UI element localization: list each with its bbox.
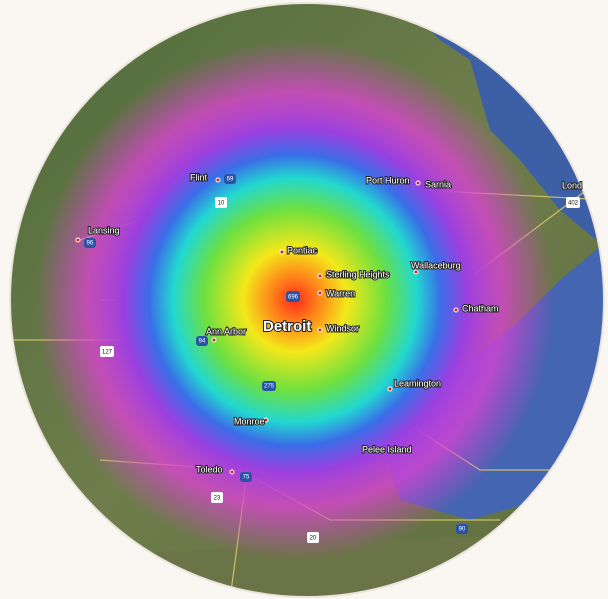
place-label: Monroe <box>234 416 265 426</box>
place-label: Lond <box>562 180 582 190</box>
highway-shield: 10 <box>218 201 225 207</box>
highway-shield: 402 <box>568 201 579 207</box>
highway-shield: 127 <box>102 350 113 356</box>
place-label: Chatham <box>462 303 499 313</box>
place-label: Warren <box>326 288 355 298</box>
place-label: Lansing <box>88 225 120 235</box>
highway-shield: 94 <box>199 339 206 345</box>
highway-shield: 696 <box>288 295 299 301</box>
highway-shield: 20 <box>310 536 317 542</box>
place-label: Windsor <box>326 323 359 333</box>
highway-shields: 69 10 402 96 696 94 127 275 75 23 20 90 <box>84 174 580 543</box>
place-label: Ann Arbor <box>206 326 246 336</box>
place-label: Sterling Heights <box>326 269 390 279</box>
highway-shield: 90 <box>459 527 466 533</box>
place-label: Detroit <box>263 318 311 335</box>
place-label: Leamington <box>394 378 441 388</box>
place-label: Wallaceburg <box>411 260 461 270</box>
highway-shield: 23 <box>214 496 221 502</box>
highway-shield: 96 <box>87 241 94 247</box>
place-label: Sarnia <box>425 179 451 189</box>
place-label: Port Huron <box>366 175 410 185</box>
place-label: Pontiac <box>287 245 318 255</box>
place-label: Pelee Island <box>362 444 412 454</box>
highway-shield: 275 <box>264 384 275 390</box>
highway-shield: 69 <box>227 177 234 183</box>
highway-shield: 75 <box>243 475 250 481</box>
place-label: Flint <box>190 172 208 182</box>
places: Flint Port Huron Sarnia Lond Lansing Pon… <box>75 171 583 475</box>
place-label: Toledo <box>196 464 223 474</box>
